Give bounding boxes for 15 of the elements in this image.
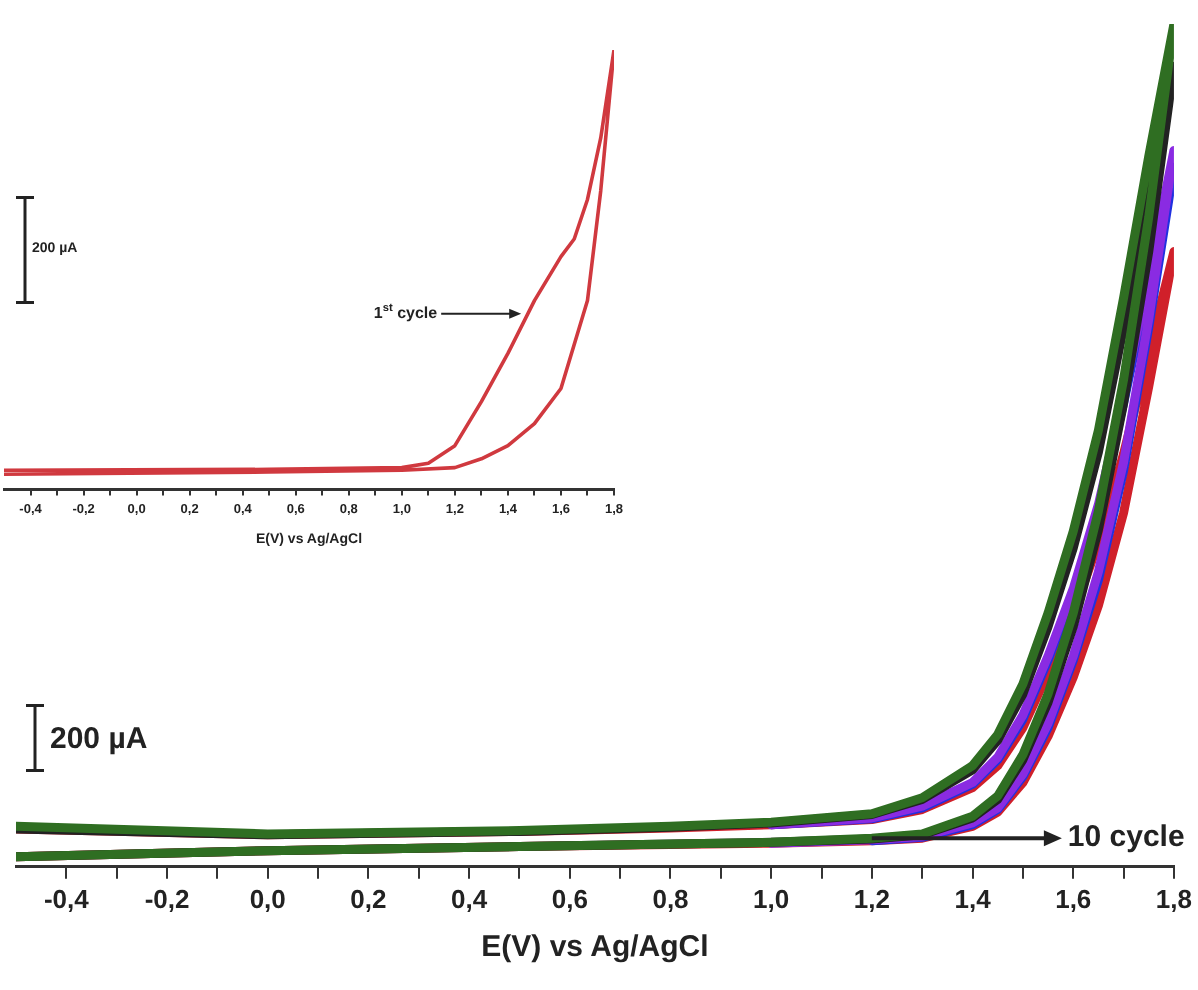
x-tick-label: 0,2	[350, 883, 387, 914]
x-tick-label: 1,4	[954, 883, 993, 914]
x-tick-label: 1,2	[853, 883, 890, 914]
annotation: 200 µA	[50, 722, 148, 756]
x-tick-label: 0,0	[249, 883, 286, 914]
x-axis-title: E(V) vs Ag/AgCl	[481, 930, 709, 965]
x-tick-label: 0,4	[451, 883, 489, 914]
x-tick-label: -0,4	[43, 883, 91, 914]
x-tick-label: 0,6	[551, 883, 588, 914]
annotation: 10 cycle	[1067, 820, 1185, 855]
x-tick-label: 1,0	[753, 883, 790, 914]
x-tick-label: -0,2	[144, 883, 190, 914]
x-tick-label: 0,8	[652, 883, 689, 914]
x-tick-label: 1,8	[1155, 883, 1193, 914]
x-tick-label: 1,6	[1055, 883, 1092, 914]
